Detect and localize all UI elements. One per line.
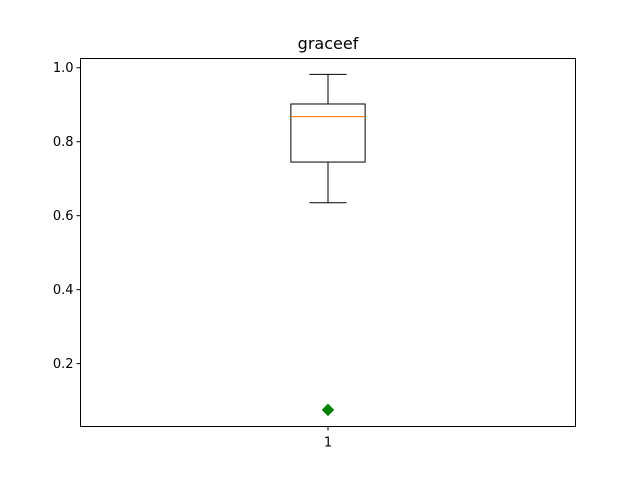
y-tick-label: 0.2	[53, 357, 74, 372]
x-tick-label: 1	[324, 436, 332, 451]
y-tick-label: 1.0	[53, 61, 74, 76]
outlier-marker	[321, 403, 335, 417]
chart-title: graceef	[298, 34, 359, 53]
axes-frame	[80, 58, 576, 427]
plot-area: 0.2 0.4 0.6 0.8 1.0 1	[53, 61, 366, 451]
y-tick-label: 0.4	[53, 283, 74, 298]
y-tick-label: 0.6	[53, 209, 74, 224]
box-iqr	[290, 103, 366, 163]
y-tick-label: 0.8	[53, 135, 74, 150]
